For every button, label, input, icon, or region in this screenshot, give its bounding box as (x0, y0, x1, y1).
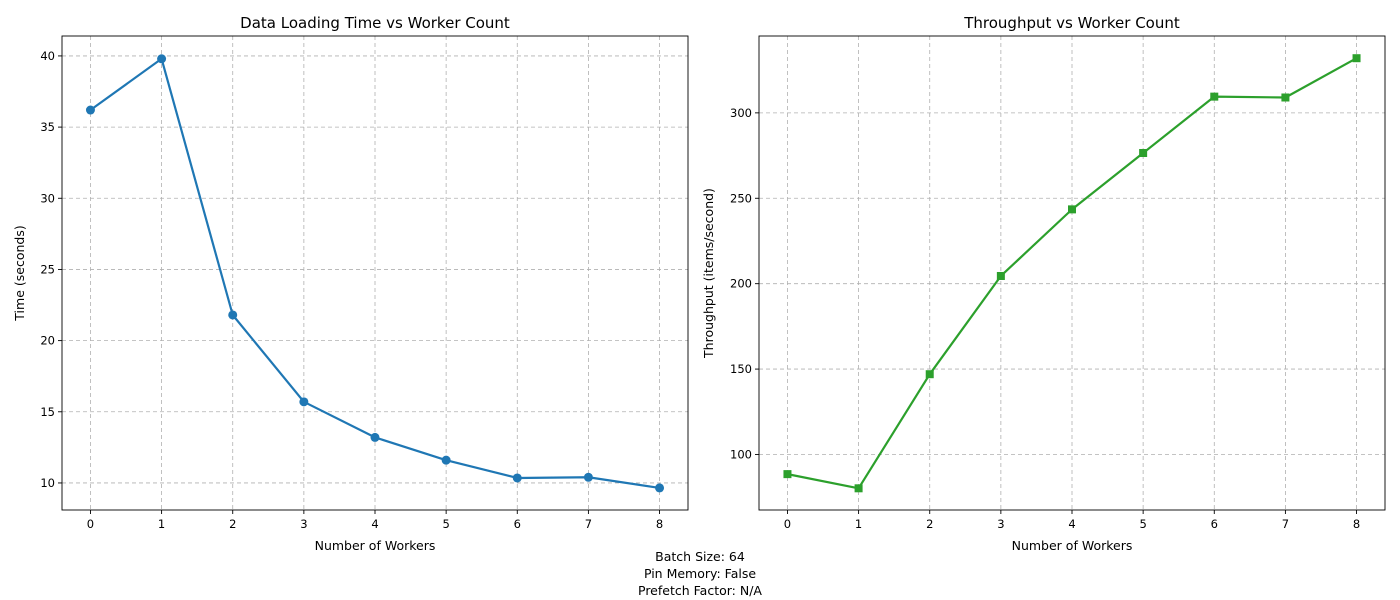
throughput-point-0 (783, 470, 792, 479)
loading-time-point-3 (299, 397, 309, 407)
throughput-y-axis-label: Throughput (items/second) (701, 188, 716, 359)
loading-time-x-tick-label-7: 7 (585, 517, 592, 531)
throughput-point-4 (1068, 205, 1076, 214)
loading-time-y-tick-label-4: 30 (40, 191, 55, 205)
loading-time-chart: 0 1 2 3 4 5 6 7 8 10 15 20 25 30 35 40 Data Loading Time… (12, 14, 689, 553)
throughput-grid (759, 36, 1385, 510)
loading-time-point-5 (441, 455, 451, 465)
throughput-point-1 (854, 484, 863, 493)
throughput-y-tick-label-3: 250 (730, 191, 752, 205)
throughput-chart-title: Throughput vs Worker Count (963, 14, 1180, 32)
throughput-x-tick-label-5: 5 (1139, 517, 1146, 531)
loading-time-x-tick-label-6: 6 (514, 517, 521, 531)
loading-time-y-tick-label-5: 35 (40, 120, 55, 134)
throughput-chart: 0 1 2 3 4 5 6 7 8 100 150 200 250 300 Throughput vs Wo… (701, 14, 1386, 553)
loading-time-x-tick-label-3: 3 (300, 517, 307, 531)
throughput-x-tick-label-6: 6 (1211, 517, 1218, 531)
loading-time-chart-title: Data Loading Time vs Worker Count (240, 14, 510, 32)
batch-size-text: Batch Size: 64 (655, 549, 745, 564)
loading-time-x-tick-label-5: 5 (442, 517, 449, 531)
throughput-y-tick-label-0: 100 (730, 447, 752, 461)
loading-time-x-tick-label-0: 0 (87, 517, 94, 531)
throughput-x-axis-label: Number of Workers (1012, 538, 1133, 553)
throughput-point-5 (1139, 149, 1148, 158)
throughput-y-tick-label-1: 150 (730, 362, 752, 376)
loading-time-point-8 (655, 483, 665, 493)
loading-time-point-2 (228, 310, 238, 320)
loading-time-x-axis-label: Number of Workers (315, 538, 436, 553)
loading-time-y-axis-label: Time (seconds) (12, 225, 27, 321)
throughput-x-tick-label-8: 8 (1353, 517, 1360, 531)
loading-time-y-tick-label-6: 40 (40, 49, 55, 63)
pin-memory-text: Pin Memory: False (643, 566, 757, 581)
loading-time-point-1 (157, 54, 167, 64)
loading-time-y-tick-label-0: 10 (40, 476, 55, 490)
loading-time-point-7 (583, 472, 593, 482)
throughput-point-7 (1281, 93, 1290, 102)
loading-time-y-tick-label-2: 20 (40, 334, 55, 348)
loading-time-point-0 (85, 105, 95, 115)
throughput-point-2 (925, 370, 934, 379)
throughput-x-tick-label-7: 7 (1282, 517, 1289, 531)
loading-time-y-tick-label-3: 25 (40, 262, 55, 276)
config-footnote: Batch Size: 64 Pin Memory: False Prefetc… (500, 548, 900, 599)
loading-time-x-tick-label-8: 8 (656, 517, 663, 531)
throughput-x-tick-label-4: 4 (1068, 517, 1075, 531)
prefetch-factor-text: Prefetch Factor: N/A (638, 583, 762, 598)
throughput-x-tick-label-3: 3 (997, 517, 1004, 531)
throughput-x-tick-label-1: 1 (855, 517, 862, 531)
loading-time-x-tick-label-2: 2 (229, 517, 236, 531)
throughput-x-tick-label-2: 2 (926, 517, 933, 531)
throughput-x-tick-label-0: 0 (784, 517, 791, 531)
throughput-point-6 (1210, 92, 1219, 101)
throughput-point-8 (1352, 54, 1361, 63)
loading-time-grid (62, 36, 688, 510)
throughput-y-tick-label-2: 200 (730, 277, 752, 291)
loading-time-y-tick-label-1: 15 (40, 405, 55, 419)
loading-time-point-6 (512, 473, 522, 483)
loading-time-x-tick-label-4: 4 (371, 517, 378, 531)
throughput-point-3 (996, 271, 1005, 280)
throughput-y-tick-label-4: 300 (730, 106, 752, 120)
loading-time-x-tick-label-1: 1 (158, 517, 165, 531)
loading-time-point-4 (370, 432, 380, 442)
